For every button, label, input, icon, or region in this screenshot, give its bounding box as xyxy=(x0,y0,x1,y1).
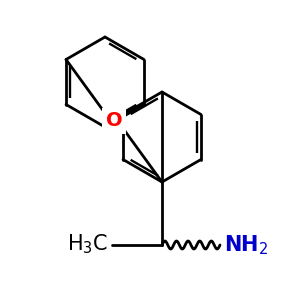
Text: H$_3$C: H$_3$C xyxy=(67,232,108,256)
Text: NH$_2$: NH$_2$ xyxy=(224,233,268,257)
Text: O: O xyxy=(106,111,122,130)
